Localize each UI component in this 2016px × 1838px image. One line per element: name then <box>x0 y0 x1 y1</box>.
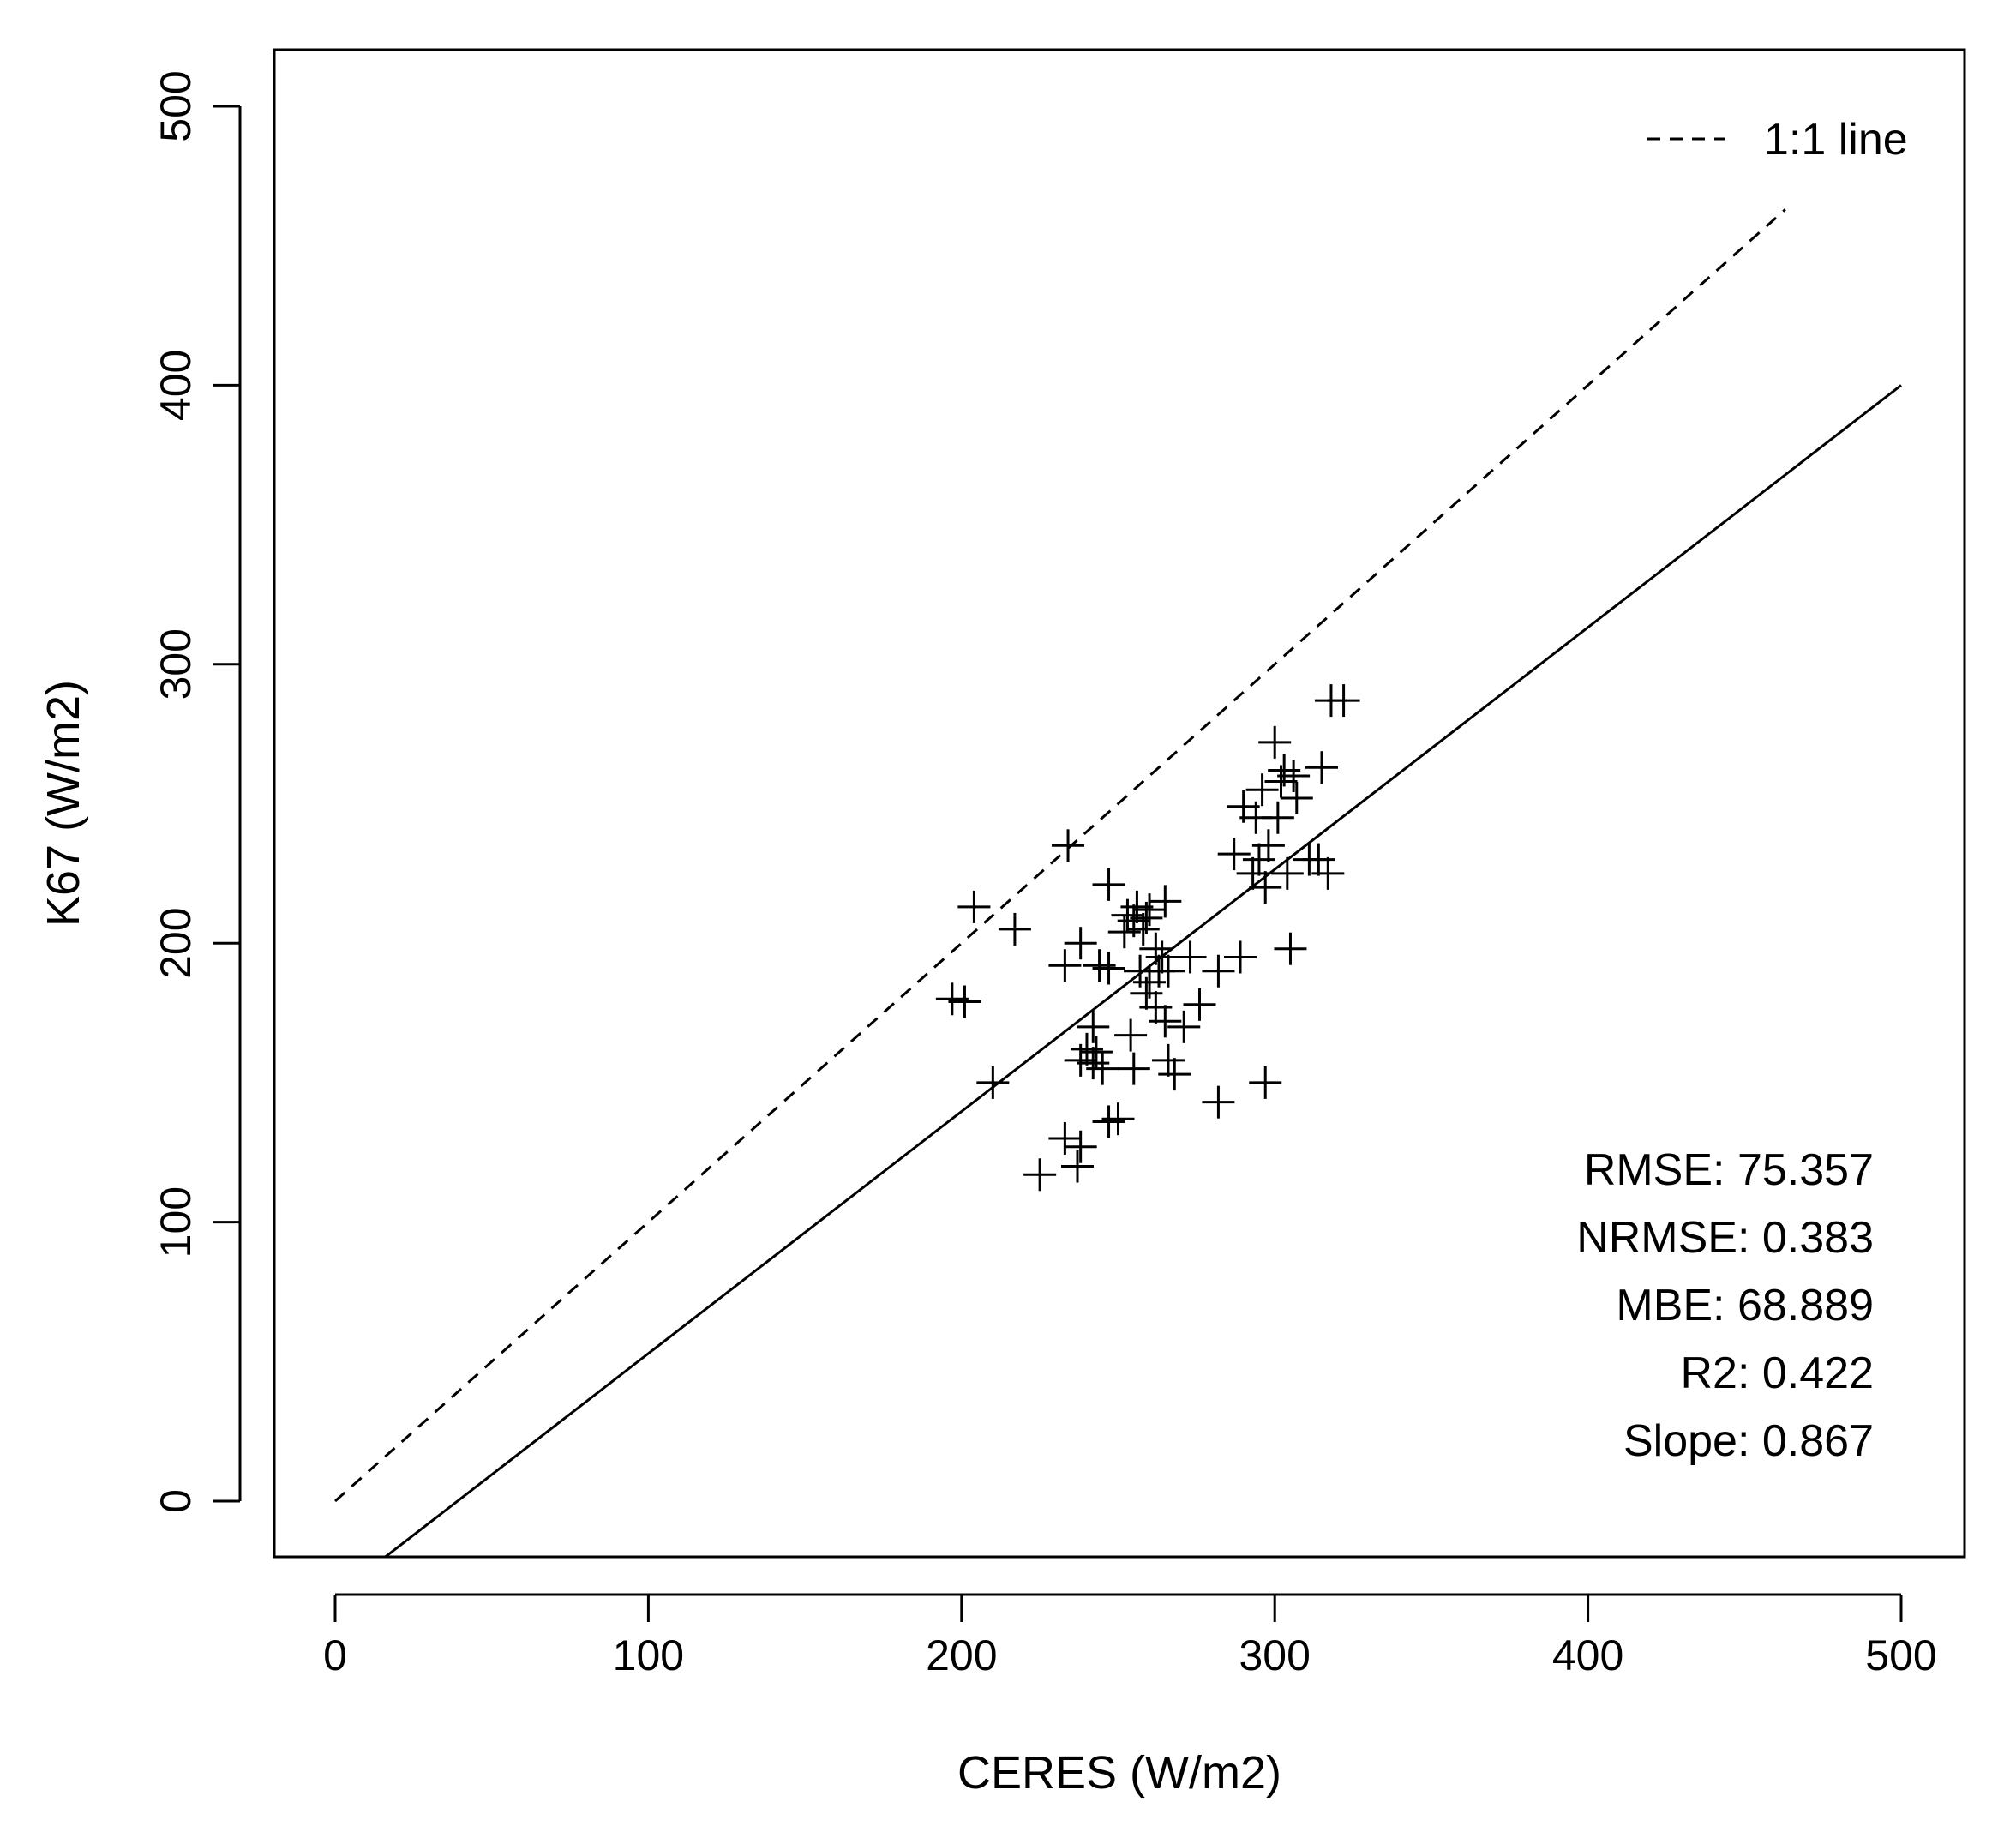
y-tick-label: 0 <box>152 1489 200 1513</box>
data-point <box>1023 1158 1057 1192</box>
data-point <box>1111 898 1144 932</box>
data-point <box>1092 1105 1125 1138</box>
data-point <box>1327 684 1360 718</box>
data-point <box>1217 838 1251 871</box>
data-point <box>948 985 981 1018</box>
data-point <box>1274 932 1307 965</box>
data-point <box>1048 1121 1082 1155</box>
data-point <box>1130 901 1163 934</box>
y-axis: 0 100 200 300 400 500 <box>152 70 242 1513</box>
data-point <box>1086 1052 1119 1085</box>
stat-line: RMSE: 75.357 <box>1584 1145 1874 1195</box>
data-point <box>1139 932 1173 965</box>
data-point <box>1202 954 1235 988</box>
data-point <box>1202 1085 1235 1119</box>
data-point <box>1151 1043 1185 1077</box>
y-tick-label: 200 <box>152 907 200 978</box>
data-point <box>1064 1130 1097 1163</box>
y-tick-label: 300 <box>152 628 200 700</box>
data-points <box>935 684 1360 1192</box>
data-point <box>1092 868 1125 901</box>
data-point <box>1183 988 1216 1021</box>
data-point <box>1173 940 1207 974</box>
x-tick-label: 0 <box>323 1631 347 1679</box>
data-point <box>1302 843 1335 876</box>
data-point <box>1311 856 1345 890</box>
data-point <box>1145 940 1179 974</box>
data-point <box>1270 856 1304 890</box>
data-point <box>1133 893 1167 927</box>
plot-frame <box>273 48 1966 1559</box>
x-axis: 0 100 200 300 400 500 <box>323 1593 1937 1679</box>
data-point <box>1280 781 1313 814</box>
one-to-one-line <box>334 208 1786 1503</box>
y-tick-label: 400 <box>152 350 200 421</box>
data-point <box>1242 843 1275 876</box>
legend: 1:1 line <box>1647 115 1908 165</box>
data-point <box>1101 1102 1135 1136</box>
data-point <box>1258 725 1292 759</box>
data-point <box>1149 1005 1182 1038</box>
x-axis-label: CERES (W/m2) <box>957 1747 1281 1799</box>
data-point <box>1083 949 1116 982</box>
data-point <box>976 1066 1010 1099</box>
y-tick-label: 100 <box>152 1186 200 1258</box>
data-point <box>1158 1058 1191 1091</box>
data-point <box>1048 949 1082 982</box>
data-point <box>1167 1010 1201 1043</box>
x-tick-label: 500 <box>1865 1631 1936 1679</box>
data-point <box>1305 751 1339 784</box>
data-point <box>1149 885 1182 918</box>
x-tick-label: 400 <box>1552 1631 1623 1679</box>
stats-annotation: RMSE: 75.357 NRMSE: 0.383 MBE: 68.889 R2: 0… <box>1576 1145 1874 1466</box>
reference-lines <box>334 208 1902 1559</box>
data-point <box>1249 1066 1282 1099</box>
data-point <box>1261 801 1294 834</box>
data-point <box>1064 927 1097 960</box>
data-point <box>1052 829 1085 862</box>
data-point <box>1060 1150 1094 1183</box>
data-point <box>1249 871 1282 904</box>
data-point <box>1277 759 1311 792</box>
stat-line: MBE: 68.889 <box>1616 1281 1874 1330</box>
y-tick-label: 500 <box>152 70 200 141</box>
data-point <box>1117 1052 1150 1085</box>
data-point <box>1245 773 1279 807</box>
data-point <box>998 912 1031 946</box>
data-point <box>1251 829 1285 862</box>
data-point <box>1151 954 1185 988</box>
data-point <box>1236 856 1269 890</box>
x-tick-label: 300 <box>1239 1631 1310 1679</box>
legend-label: 1:1 line <box>1764 115 1908 165</box>
y-axis-label: K67 (W/m2) <box>38 680 89 927</box>
data-point <box>1070 1032 1103 1066</box>
x-tick-label: 100 <box>613 1631 684 1679</box>
data-point <box>1224 940 1257 974</box>
data-point <box>1092 952 1125 985</box>
data-point <box>1139 991 1173 1024</box>
stat-line: Slope: 0.867 <box>1623 1416 1874 1466</box>
x-tick-label: 200 <box>926 1631 997 1679</box>
data-point <box>1079 1036 1113 1069</box>
data-point <box>1268 754 1301 787</box>
data-point <box>1077 1010 1110 1043</box>
data-point <box>957 890 991 923</box>
stat-line: R2: 0.422 <box>1681 1348 1875 1398</box>
data-point <box>935 982 969 1016</box>
stat-line: NRMSE: 0.383 <box>1576 1213 1874 1263</box>
data-point <box>1114 1018 1148 1052</box>
